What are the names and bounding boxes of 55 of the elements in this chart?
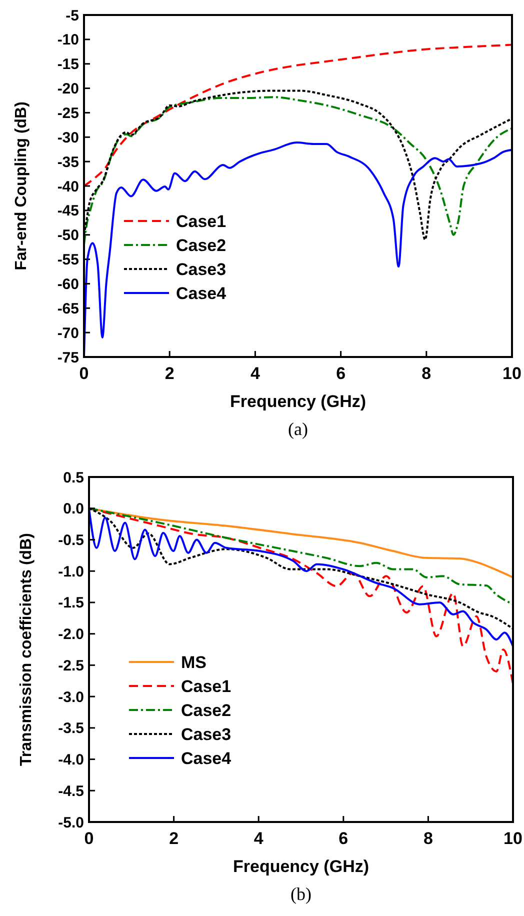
y-tick-label: -4.5 bbox=[58, 782, 84, 800]
y-tick-label: -2.0 bbox=[58, 626, 84, 644]
text: (a) bbox=[288, 419, 308, 439]
legend-label: Case3 bbox=[181, 724, 232, 744]
y-tick-label: -25 bbox=[57, 104, 79, 122]
x-tick-label: 6 bbox=[336, 364, 346, 383]
y-tick-label: -35 bbox=[57, 154, 79, 171]
y-tick-label: -20 bbox=[57, 80, 79, 98]
x-tick-label: 4 bbox=[250, 364, 260, 383]
line-series bbox=[83, 44, 513, 187]
y-tick-label: 0.5 bbox=[63, 469, 84, 486]
legend-label: Case1 bbox=[176, 212, 226, 231]
y-tick-label: -55 bbox=[57, 252, 79, 269]
y-tick-label: -15 bbox=[57, 56, 79, 74]
text: (b) bbox=[290, 884, 312, 904]
y-tick-label: -5.0 bbox=[58, 814, 84, 832]
y-tick-label: -70 bbox=[57, 324, 79, 342]
y-axis-title: Far-end Coupling (dB) bbox=[13, 102, 30, 270]
y-tick-label: -1.0 bbox=[58, 563, 84, 580]
y-tick-label: -3.5 bbox=[58, 720, 84, 738]
y-axis-title: Transmission coefficients (dB) bbox=[18, 533, 35, 766]
legend-label: Case4 bbox=[181, 748, 232, 768]
y-tick-label: 0.0 bbox=[63, 500, 84, 518]
legend-label: Case2 bbox=[181, 700, 232, 720]
x-axis-title: Frequency (GHz) bbox=[230, 392, 366, 411]
x-tick-label: 8 bbox=[423, 829, 433, 848]
y-tick-label: -3.0 bbox=[58, 688, 84, 706]
y-tick-label: -30 bbox=[57, 129, 79, 146]
y-tick-label: -40 bbox=[57, 178, 79, 196]
x-tick-label: 4 bbox=[254, 829, 264, 848]
y-tick-label: -65 bbox=[57, 300, 79, 318]
y-tick-label: -75 bbox=[57, 349, 79, 366]
legend-label: Case3 bbox=[176, 260, 226, 279]
y-tick-label: -2.5 bbox=[58, 657, 84, 674]
x-tick-label: 10 bbox=[504, 829, 522, 848]
y-tick-label: -45 bbox=[57, 202, 79, 220]
y-tick-label: -5 bbox=[66, 7, 79, 24]
x-tick-label: 2 bbox=[164, 364, 174, 383]
x-axis-title: Frequency (GHz) bbox=[232, 857, 370, 876]
y-tick-label: -0.5 bbox=[58, 532, 84, 549]
legend-label: Case2 bbox=[176, 236, 226, 255]
x-tick-label: 0 bbox=[84, 829, 94, 848]
y-tick-label: -60 bbox=[57, 276, 79, 293]
y-tick-label: -10 bbox=[57, 32, 79, 49]
x-tick-label: 0 bbox=[79, 364, 89, 383]
x-tick-label: 10 bbox=[502, 364, 522, 383]
x-tick-label: 6 bbox=[338, 829, 348, 848]
legend-label: Case1 bbox=[181, 676, 232, 696]
y-tick-label: -1.5 bbox=[58, 594, 84, 612]
y-tick-label: -50 bbox=[57, 227, 79, 244]
legend-label: Case4 bbox=[176, 284, 227, 303]
legend-label: MS bbox=[181, 652, 206, 672]
x-tick-label: 2 bbox=[169, 829, 179, 848]
y-tick-label: -4.0 bbox=[58, 752, 84, 769]
x-tick-label: 8 bbox=[422, 364, 432, 383]
